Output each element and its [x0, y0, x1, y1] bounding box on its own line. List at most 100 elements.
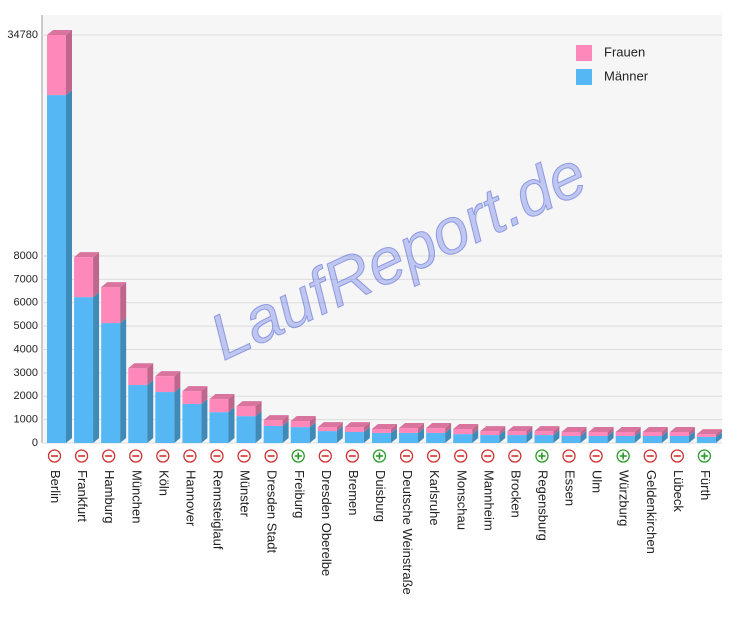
- bar-side: [418, 427, 425, 443]
- bar-side: [390, 427, 397, 443]
- bar-segment: [317, 431, 337, 443]
- y-tick-label: 1000: [14, 414, 38, 426]
- bar-segment: [399, 432, 419, 443]
- toggle-icon[interactable]: [74, 449, 89, 463]
- toggle-icon[interactable]: [156, 449, 170, 463]
- bar-side: [336, 426, 343, 443]
- bar-segment: [642, 435, 662, 443]
- toggle-icon[interactable]: [183, 449, 197, 463]
- toggle-icon[interactable]: [535, 449, 549, 463]
- toggle-icon[interactable]: [291, 449, 305, 463]
- bar-segment: [615, 435, 635, 443]
- toggle-icon[interactable]: [426, 449, 441, 463]
- x-tick-label: Rennsteiglauf: [211, 470, 226, 550]
- bar-side: [309, 422, 316, 443]
- bar-side: [526, 426, 533, 436]
- bar-side: [499, 430, 506, 443]
- toggle-icon[interactable]: [562, 449, 576, 463]
- toggle-icon[interactable]: [237, 449, 251, 463]
- bar-segment: [480, 435, 500, 443]
- x-tick-label: Frankfurt: [75, 470, 90, 522]
- bar-side: [201, 398, 208, 443]
- bar-segment: [399, 428, 419, 433]
- bar-side: [580, 427, 587, 436]
- x-tick-label: Monschau: [454, 470, 469, 530]
- toggle-icon[interactable]: [399, 449, 414, 463]
- bar-top: [371, 423, 397, 429]
- toggle-icon[interactable]: [372, 449, 387, 463]
- toggle-icon[interactable]: [102, 449, 116, 463]
- toggle-icon[interactable]: [454, 449, 468, 463]
- bar-side: [93, 252, 100, 298]
- bar-segment: [588, 432, 608, 436]
- x-tick-label: Bremen: [346, 470, 361, 516]
- bar-segment: [534, 435, 554, 443]
- bar-top: [344, 422, 370, 428]
- toggle-icon[interactable]: [129, 449, 143, 463]
- x-tick-label: Hannover: [183, 470, 198, 527]
- y-tick-label: 34780: [7, 29, 38, 41]
- toggle-icon[interactable]: [264, 449, 278, 463]
- bar-segment: [344, 432, 364, 443]
- bar-side: [120, 318, 127, 443]
- bar-side: [715, 431, 722, 443]
- bar-side: [255, 401, 262, 417]
- x-tick-label: Würzburg: [617, 470, 632, 526]
- toggle-icon[interactable]: [670, 449, 684, 463]
- bar-side: [174, 387, 181, 443]
- bar-side: [607, 430, 614, 443]
- bar-segment: [155, 376, 175, 393]
- bar-side: [309, 416, 316, 428]
- toggle-icon[interactable]: [589, 449, 603, 463]
- x-tick-label: Duisburg: [373, 470, 388, 522]
- bar-side: [66, 90, 72, 443]
- bar-segment: [480, 431, 500, 436]
- bar-side: [661, 427, 668, 436]
- toggle-icon[interactable]: [345, 449, 360, 463]
- bar-side: [228, 394, 235, 413]
- bar-segment: [669, 435, 689, 443]
- bar-segment: [453, 434, 473, 443]
- legend-swatch: [576, 69, 592, 85]
- bar-side: [120, 282, 127, 324]
- bar-side: [472, 429, 479, 443]
- bar-side: [390, 423, 397, 433]
- bar-segment: [561, 432, 581, 436]
- bar-segment: [236, 406, 256, 417]
- bar-segment: [453, 428, 473, 435]
- x-tick-label: Karlsruhe: [427, 470, 442, 526]
- bar-top: [507, 426, 533, 432]
- bar-side: [445, 427, 452, 443]
- x-tick-label: München: [129, 470, 144, 523]
- toggle-icon[interactable]: [643, 449, 657, 463]
- bar-segment: [669, 432, 689, 436]
- toggle-icon[interactable]: [481, 449, 495, 463]
- x-tick-label: Berlin: [48, 470, 63, 503]
- bar-segment: [209, 412, 229, 443]
- bar-side: [255, 411, 262, 443]
- legend-swatch: [576, 45, 592, 61]
- bar-side: [499, 426, 506, 436]
- toggle-icon[interactable]: [318, 449, 332, 463]
- bar-segment: [507, 435, 527, 443]
- bar-top: [615, 427, 641, 433]
- bar-side: [363, 427, 370, 443]
- bar-segment: [263, 420, 283, 426]
- bar-side: [553, 430, 560, 443]
- toggle-icon[interactable]: [47, 449, 62, 463]
- bar-top: [47, 30, 72, 35]
- bar-segment: [371, 432, 391, 443]
- bar-segment: [317, 427, 337, 432]
- bar-side: [66, 30, 72, 96]
- toggle-icon[interactable]: [508, 449, 522, 463]
- bar-top: [317, 422, 343, 428]
- bar-top: [561, 427, 587, 433]
- bar-segment: [101, 287, 121, 324]
- toggle-icon[interactable]: [697, 449, 712, 463]
- bar-side: [418, 423, 425, 433]
- toggle-icon[interactable]: [210, 449, 224, 463]
- bar-side: [282, 415, 289, 426]
- y-tick-label: 3000: [14, 367, 38, 379]
- bar-side: [553, 426, 560, 436]
- toggle-icon[interactable]: [616, 449, 630, 463]
